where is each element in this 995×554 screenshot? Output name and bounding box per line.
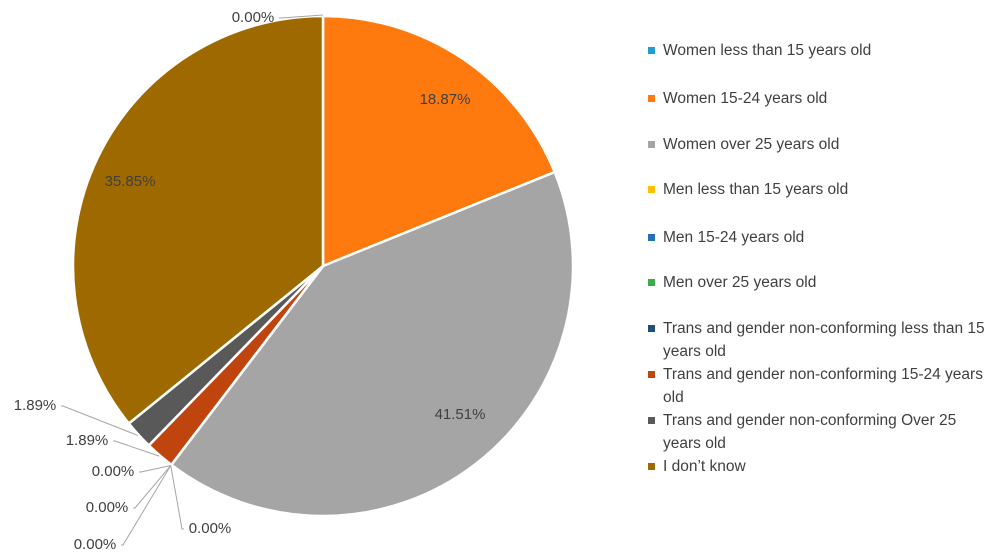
legend-swatch xyxy=(648,95,655,102)
legend-swatch xyxy=(648,279,655,286)
leader-line xyxy=(170,465,184,530)
legend-label: Trans and gender non-conforming less tha… xyxy=(663,320,985,360)
legend-label: I don’t know xyxy=(663,458,746,475)
pie-slice xyxy=(321,14,557,268)
data-label: 0.00% xyxy=(74,536,117,553)
legend-swatch xyxy=(648,417,655,424)
leader-line xyxy=(113,440,160,457)
data-label: 0.00% xyxy=(92,463,135,480)
legend-label: Women over 25 years old xyxy=(663,136,840,153)
legend-label: Men over 25 years old xyxy=(663,274,817,291)
legend-entry: Trans and gender non-conforming less tha… xyxy=(648,317,988,363)
legend-label: Trans and gender non-conforming 15-24 ye… xyxy=(663,366,983,406)
data-label: 0.00% xyxy=(86,499,129,516)
legend-swatch xyxy=(648,141,655,148)
legend-entry: Men less than 15 years old xyxy=(648,178,988,201)
legend-label: Men 15-24 years old xyxy=(663,229,805,246)
data-label: 1.89% xyxy=(66,432,109,449)
data-label: 1.89% xyxy=(14,397,57,414)
legend-label: Women less than 15 years old xyxy=(663,42,872,59)
legend-entry: I don’t know xyxy=(648,455,988,478)
legend-swatch xyxy=(648,234,655,241)
legend-entry: Women over 25 years old xyxy=(648,133,988,156)
pie-slice xyxy=(71,14,325,426)
legend-swatch xyxy=(648,463,655,470)
data-label: 41.51% xyxy=(435,406,486,423)
data-label: 18.87% xyxy=(420,91,471,108)
legend-entry: Trans and gender non-conforming Over 25 … xyxy=(648,409,988,455)
legend-entry: Women less than 15 years old xyxy=(648,39,988,62)
leader-line xyxy=(279,14,324,19)
legend-entry: Men 15-24 years old xyxy=(648,226,988,249)
legend-entry: Women 15-24 years old xyxy=(648,87,988,110)
leader-line xyxy=(61,405,138,436)
data-label: 35.85% xyxy=(105,173,156,190)
legend-label: Men less than 15 years old xyxy=(663,181,849,198)
legend-swatch xyxy=(648,371,655,378)
pie-slice xyxy=(169,170,575,518)
legend-entry: Men over 25 years old xyxy=(648,271,988,294)
leader-line xyxy=(133,465,172,509)
data-label: 0.00% xyxy=(189,520,232,537)
legend-swatch xyxy=(648,186,655,193)
legend-swatch xyxy=(648,47,655,54)
legend-swatch xyxy=(648,325,655,332)
leader-line xyxy=(121,465,172,546)
leader-line xyxy=(139,465,171,473)
legend-label: Women 15-24 years old xyxy=(663,90,828,107)
data-label: 0.00% xyxy=(232,9,275,26)
legend-entry: Trans and gender non-conforming 15-24 ye… xyxy=(648,363,988,409)
legend-label: Trans and gender non-conforming Over 25 … xyxy=(663,412,957,452)
